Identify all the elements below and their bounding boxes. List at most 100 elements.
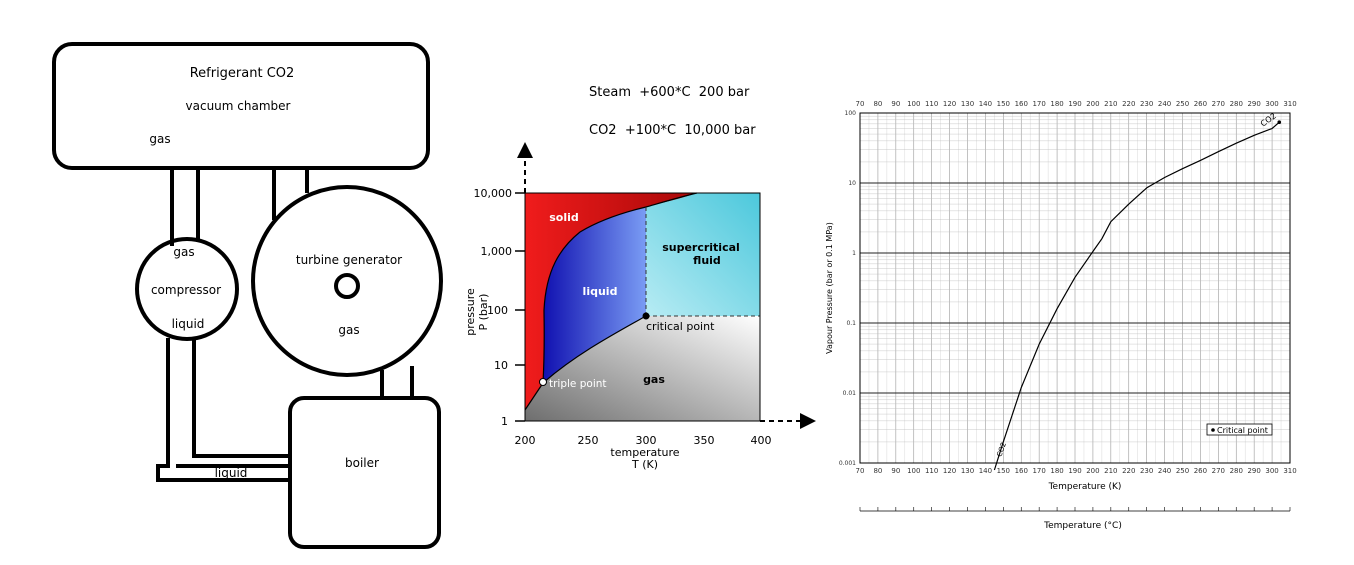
- chart-frame: [859, 112, 1291, 464]
- region-liquid: [543, 207, 646, 383]
- series-line-co2: [993, 121, 1280, 471]
- x-tick-label-top: 270: [1212, 100, 1225, 108]
- y-tick-label: 1: [852, 250, 856, 257]
- x-tick-label: 400: [751, 434, 772, 447]
- x-tick-label-top: 230: [1140, 100, 1153, 108]
- vaporization-curve: [542, 315, 647, 384]
- chart-grid: [859, 113, 1291, 464]
- y-tick-label: 10: [848, 180, 856, 187]
- celsius-axis-title: Temperature (°C): [1043, 521, 1122, 531]
- notes: Steam +600*C 200 bar CO2 +100*C 10,000 b…: [589, 85, 756, 138]
- series-label-bottom: CO2: [995, 441, 1008, 458]
- x-tick-label: 310: [1283, 467, 1296, 475]
- phase-diagram: solid liquid supercritical fluid gas cri…: [464, 142, 816, 471]
- y-tick-label: 0.001: [839, 460, 856, 467]
- plot-frame: [524, 192, 761, 422]
- y-tick-label: 100: [487, 304, 508, 317]
- x-tick-label-top: 110: [925, 100, 938, 108]
- legend-label: Critical point: [1217, 426, 1268, 435]
- y-tick-label: 1: [501, 415, 508, 428]
- x-tick-label-top: 80: [873, 100, 882, 108]
- x-tick-label: 200: [1086, 467, 1099, 475]
- x-tick-label-top: 310: [1283, 100, 1296, 108]
- x-tick-label-top: 150: [997, 100, 1010, 108]
- critical-point-label: critical point: [646, 320, 715, 333]
- x-tick-label: 350: [694, 434, 715, 447]
- x-tick-label: 120: [943, 467, 956, 475]
- region-gas: [525, 316, 760, 421]
- steam-note: Steam +600*C 200 bar: [589, 85, 750, 100]
- y-tick-label: 10: [494, 359, 508, 372]
- x-tick-label: 260: [1194, 467, 1207, 475]
- y-axis-title: Vapour Pressure (bar or 0.1 MPa): [825, 222, 834, 354]
- x-tick-label: 70: [856, 467, 865, 475]
- turbine-label: turbine generator: [296, 253, 402, 267]
- compressor-liquid-label: liquid: [172, 317, 205, 331]
- x-tick-label: 250: [1176, 467, 1189, 475]
- y-axis-label-2: P (bar): [477, 294, 490, 331]
- compressor: [135, 237, 239, 341]
- region-liquid-label: liquid: [583, 285, 618, 298]
- y-tick-label: 0.1: [846, 320, 856, 327]
- vapour-pressure-chart: 70 80 90 100 110 120 130 140 150 160 170 180 190 200 2…: [825, 100, 1297, 531]
- region-supercritical-label-2: fluid: [693, 254, 721, 267]
- compressor-label: compressor: [151, 283, 221, 297]
- boiler: [288, 396, 441, 549]
- x-tick-label-top: 180: [1050, 100, 1063, 108]
- x-tick-label: 270: [1212, 467, 1225, 475]
- x-tick-label-top: 210: [1104, 100, 1117, 108]
- x-tick-label: 130: [961, 467, 974, 475]
- region-supercritical-label: supercritical: [662, 241, 740, 254]
- chamber-gas-label: gas: [149, 132, 170, 146]
- x-tick-label-top: 260: [1194, 100, 1207, 108]
- y-tick-label: 10,000: [474, 187, 513, 200]
- turbine-shaft: [334, 273, 360, 299]
- turbine-gas-label: gas: [338, 323, 359, 337]
- y-tick-label: 100: [845, 110, 857, 117]
- x-tick-label-top: 290: [1247, 100, 1260, 108]
- x-tick-label-top: 160: [1015, 100, 1028, 108]
- y-tick-label: 0.01: [843, 390, 857, 397]
- x-tick-label-top: 190: [1068, 100, 1081, 108]
- legend-box: [1206, 423, 1273, 436]
- system-labels: Refrigerant CO2 vacuum chamber gas gas c…: [149, 66, 402, 480]
- x-tick-label: 100: [907, 467, 920, 475]
- x-tick-label: 250: [578, 434, 599, 447]
- x-tick-label-top: 220: [1122, 100, 1135, 108]
- vacuum-chamber: [52, 42, 430, 170]
- x-tick-label: 90: [891, 467, 900, 475]
- x-tick-label-top: 90: [891, 100, 900, 108]
- melting-curve: [542, 192, 698, 384]
- x-tick-label: 190: [1068, 467, 1081, 475]
- x-axis-label-2: T (K): [631, 458, 658, 471]
- x-tick-label: 80: [873, 467, 882, 475]
- x-tick-label: 200: [515, 434, 536, 447]
- x-tick-label: 140: [979, 467, 992, 475]
- x-tick-label-top: 280: [1230, 100, 1243, 108]
- x-tick-label-top: 140: [979, 100, 992, 108]
- x-tick-label: 300: [636, 434, 657, 447]
- x-tick-label: 150: [997, 467, 1010, 475]
- pipe-liquid-label: liquid: [215, 466, 248, 480]
- x-axis-title: Temperature (K): [1048, 482, 1122, 492]
- x-tick-label: 300: [1265, 467, 1278, 475]
- critical-point-marker: [642, 312, 650, 320]
- x-tick-label: 290: [1247, 467, 1260, 475]
- sublimation-curve: [524, 382, 544, 411]
- triple-point-label: triple point: [549, 378, 607, 390]
- x-tick-label: 220: [1122, 467, 1135, 475]
- pipe-liquid-inner: [192, 338, 290, 458]
- x-tick-label: 110: [925, 467, 938, 475]
- x-tick-label: 170: [1032, 467, 1045, 475]
- triple-point-marker: [539, 378, 547, 386]
- co2-note: CO2 +100*C 10,000 bar: [589, 123, 756, 138]
- x-tick-label: 230: [1140, 467, 1153, 475]
- x-tick-label: 240: [1158, 467, 1171, 475]
- chamber-subtitle: vacuum chamber: [186, 99, 291, 113]
- x-tick-label: 280: [1230, 467, 1243, 475]
- x-tick-label-top: 70: [856, 100, 865, 108]
- y-axis-label: pressure: [464, 288, 477, 336]
- region-solid: [525, 193, 697, 410]
- chamber-title: Refrigerant CO2: [190, 66, 295, 81]
